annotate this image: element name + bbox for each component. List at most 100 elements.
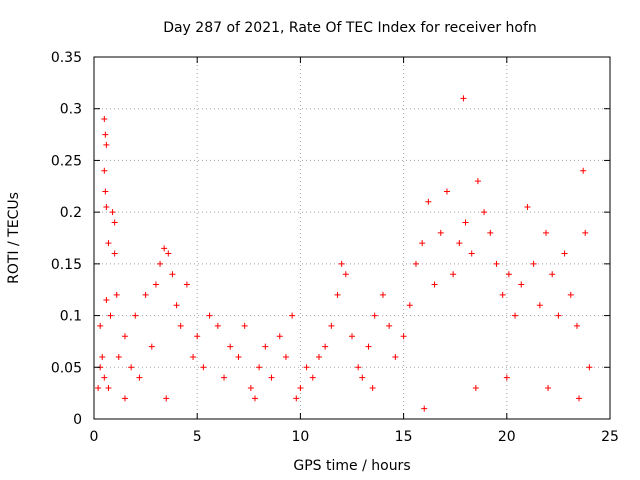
data-point [165,250,172,257]
data-point [235,353,242,360]
data-point [400,333,407,340]
data-point [406,302,413,309]
data-point [512,312,519,319]
data-point [487,229,494,236]
data-point [289,312,296,319]
y-axis-label: ROTI / TECUs [6,192,22,284]
data-point [503,374,510,381]
chart-title: Day 287 of 2021, Rate Of TEC Index for r… [163,20,537,36]
data-point [342,271,349,278]
data-point [460,95,467,102]
data-point [431,281,438,288]
data-point [322,343,329,350]
data-point [177,322,184,329]
data-point [505,271,512,278]
data-point [315,353,322,360]
data-point [103,203,110,210]
x-tick-label: 10 [291,429,309,445]
data-point [297,384,304,391]
data-point [456,240,463,247]
data-point [241,322,248,329]
data-point [365,343,372,350]
data-point [251,395,258,402]
data-point [103,141,110,148]
data-point [349,333,355,340]
data-point [524,203,531,210]
data-point [103,297,110,304]
x-tick-label: 5 [193,429,202,445]
grid [94,57,610,419]
data-point [194,333,201,340]
data-point [102,188,109,195]
data-point [462,219,469,226]
data-point [247,384,254,391]
data-point [113,291,120,298]
data-point [115,353,122,360]
data-point [262,343,269,350]
data-point [121,395,128,402]
data-point [105,384,112,391]
x-tick-label: 25 [601,429,619,445]
data-point [493,260,500,267]
data-point [190,353,197,360]
y-tick-label: 0.25 [51,153,82,169]
data-point [580,167,587,174]
data-point [443,188,450,195]
data-point [586,364,593,371]
y-tick-label: 0.35 [51,50,82,66]
y-tick-label: 0.1 [60,309,82,325]
y-tick-label: 0.05 [51,360,82,376]
data-point [334,291,341,298]
data-point [567,291,574,298]
data-point [303,364,310,371]
data-point [107,312,114,319]
data-point [576,395,583,402]
data-point [152,281,159,288]
data-point [221,374,228,381]
x-tick-label: 15 [395,429,413,445]
data-point [499,291,506,298]
data-point [293,395,300,402]
x-tick-label: 20 [498,429,516,445]
axis-ticks: 0 5 10 15 20 25 0 0.05 0.1 0.15 0.2 0.25 0.3 0.35 [51,50,619,445]
data-point [421,405,428,412]
data-point [101,116,108,123]
data-point [256,364,263,371]
data-point [549,271,556,278]
data-point [518,281,525,288]
data-point [101,167,108,174]
plot-frame [93,56,611,420]
data-point [555,312,562,319]
data-point [99,353,106,360]
data-point [582,229,589,236]
data-point [200,364,207,371]
data-point [450,271,457,278]
y-tick-label: 0.2 [60,205,82,221]
data-point [573,322,580,329]
data-point [109,209,116,216]
data-point [206,312,213,319]
x-axis-label: GPS time / hours [293,458,410,474]
data-point [268,374,275,381]
data-point [282,353,289,360]
data-point [481,209,488,216]
data-point [276,333,283,340]
data-point [338,260,345,267]
data-point [148,343,155,350]
data-point [128,364,135,371]
data-point [95,384,102,391]
data-point [111,250,118,257]
data-point [101,374,108,381]
data-point [355,364,362,371]
data-point [173,302,180,309]
data-point [97,322,104,329]
data-point [474,178,481,185]
data-point [169,271,176,278]
y-tick-label: 0.15 [51,257,82,273]
data-points [95,95,593,412]
data-point [121,333,128,340]
x-tick-label: 0 [90,429,99,445]
data-point [369,384,376,391]
data-point [371,312,378,319]
